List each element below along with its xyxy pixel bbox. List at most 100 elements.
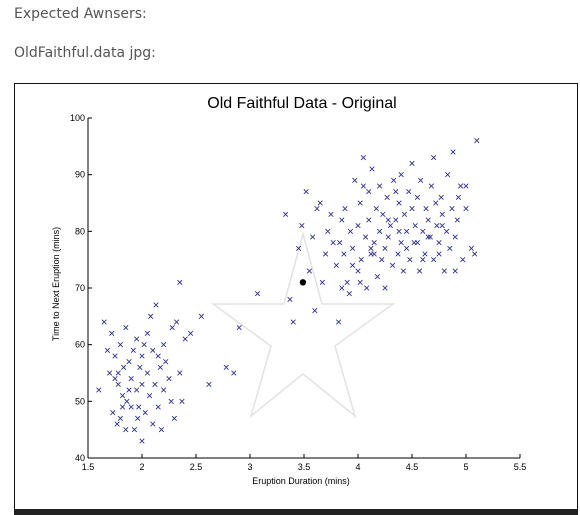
data-point: [110, 410, 116, 416]
y-tick-label: 100: [70, 113, 85, 123]
data-point: [303, 189, 309, 195]
data-point: [104, 347, 111, 353]
data-point: [115, 381, 121, 387]
oldfaithful-caption: OldFaithful.data jpg:: [14, 45, 156, 61]
data-point: [123, 427, 129, 433]
data-point: [414, 194, 421, 200]
data-point: [387, 223, 394, 229]
data-point: [379, 257, 385, 263]
y-axis-label: Time to Next Eruption (mins): [51, 227, 61, 341]
data-point: [155, 353, 161, 359]
data-point: [130, 347, 136, 353]
data-point: [382, 285, 388, 291]
data-point: [123, 325, 129, 331]
x-tick-label: 4.5: [406, 462, 419, 472]
data-point: [443, 228, 450, 234]
data-point: [236, 325, 242, 331]
scatter-plot: Old Faithful Data - Original 1.5 2 2.5 3 3.5…: [51, 95, 527, 486]
y-tick-label: 40: [75, 453, 85, 463]
data-point: [177, 279, 183, 285]
y-tick-label: 90: [75, 170, 85, 180]
y-tick-label: 50: [75, 396, 85, 406]
data-point: [472, 251, 478, 257]
data-point: [385, 217, 391, 223]
data-point: [418, 177, 424, 183]
data-point: [452, 234, 458, 240]
y-tick-label: 60: [75, 340, 85, 350]
data-point: [349, 245, 356, 251]
data-point: [124, 398, 130, 404]
data-point: [414, 240, 421, 246]
x-tick-label: 5.5: [514, 462, 527, 472]
data-point: [380, 211, 386, 217]
data-point: [474, 138, 480, 144]
data-point: [198, 313, 205, 319]
data-point: [150, 421, 156, 427]
data-point: [137, 364, 143, 370]
data-point: [295, 245, 302, 251]
data-point: [457, 183, 464, 189]
data-point: [131, 427, 138, 433]
data-point: [422, 251, 428, 257]
data-point: [106, 370, 113, 376]
data-point: [400, 268, 406, 274]
data-point: [468, 245, 475, 251]
data-point: [439, 223, 445, 229]
data-point: [169, 325, 175, 331]
data-point: [420, 257, 426, 263]
data-point: [352, 177, 358, 183]
data-point: [160, 387, 167, 393]
data-point: [319, 279, 325, 285]
data-point: [403, 245, 410, 251]
expected-answers-text: Expected Awnsers:: [14, 6, 147, 22]
data-point: [447, 245, 453, 251]
data-point: [342, 206, 348, 212]
data-point: [366, 217, 372, 223]
data-point: [393, 189, 399, 195]
data-point: [117, 415, 124, 421]
data-point: [423, 206, 429, 212]
data-point: [126, 359, 132, 365]
data-point: [136, 404, 142, 410]
data-point: [436, 240, 442, 246]
data-point: [150, 347, 156, 353]
data-point: [160, 342, 167, 348]
data-point: [398, 172, 404, 178]
data-point: [409, 160, 415, 166]
data-point: [312, 308, 318, 314]
data-point: [416, 268, 423, 274]
data-point: [142, 410, 148, 416]
data-point: [396, 200, 402, 206]
highlight-point: [299, 279, 307, 286]
data-point: [439, 211, 445, 217]
data-point: [168, 398, 174, 404]
data-point: [322, 251, 329, 257]
y-axis-ticks: 40 50 60 70 80 90 100: [70, 113, 92, 463]
data-point: [434, 223, 440, 229]
data-point: [153, 302, 159, 308]
chart-figure: Old Faithful Data - Original 1.5 2 2.5 3 3.5…: [14, 83, 578, 515]
x-axis-label: Eruption Duration (mins): [252, 476, 350, 486]
data-point: [425, 234, 431, 240]
data-point: [287, 296, 293, 302]
data-point: [128, 404, 134, 410]
data-point: [373, 206, 379, 212]
x-tick-label: 3: [247, 462, 252, 472]
data-point: [445, 172, 451, 178]
data-point: [385, 234, 391, 240]
data-point: [362, 234, 369, 240]
data-point: [115, 370, 121, 376]
data-point: [463, 183, 469, 189]
data-point: [349, 262, 356, 268]
x-tick-label: 5: [463, 462, 468, 472]
data-point: [133, 387, 140, 393]
data-point: [330, 240, 336, 246]
data-point: [460, 257, 466, 263]
data-point: [374, 274, 381, 280]
data-point: [328, 211, 334, 217]
plot-axes: [87, 118, 520, 459]
y-tick-label: 70: [75, 283, 85, 293]
data-point: [412, 223, 418, 229]
data-point: [335, 319, 342, 325]
data-point: [337, 240, 343, 246]
